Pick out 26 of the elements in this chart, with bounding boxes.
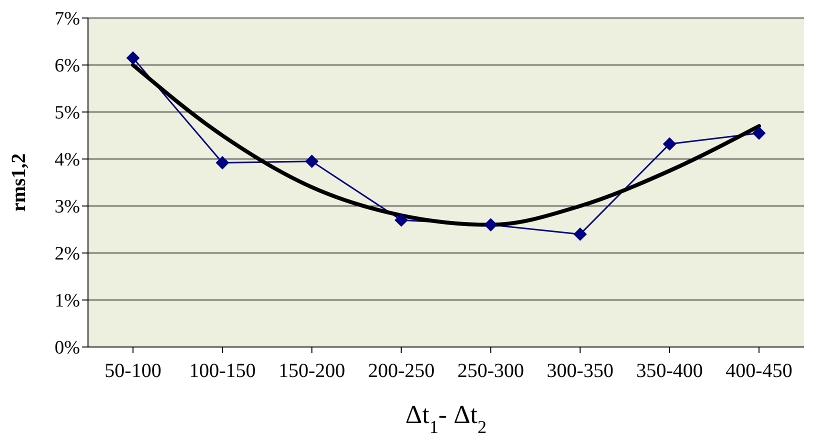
x-tick-label: 250-300 [457, 360, 524, 382]
point [574, 228, 587, 241]
point [126, 51, 140, 64]
x-tick-label: 350-400 [636, 360, 703, 382]
y-tick-label: 7% [54, 8, 80, 30]
x-tick-label: 50-100 [104, 360, 162, 382]
point [394, 214, 408, 227]
point [216, 156, 229, 170]
x-tick-label: 300-350 [546, 360, 614, 382]
point [484, 218, 498, 232]
y-tick-label: 2% [54, 244, 80, 265]
y-axis-title: rms1,2 [8, 153, 30, 212]
x-tick-label: 400-450 [726, 360, 792, 382]
x-tick-label: 200-250 [368, 360, 435, 382]
y-tick-label: 6% [54, 56, 80, 77]
y-tick-label: 4% [54, 150, 80, 171]
point [752, 126, 766, 140]
x-tick-label: 150-200 [278, 360, 346, 382]
point [663, 137, 676, 150]
x-axis-title: Δt$_{1}$- Δt$_{2}$ [405, 400, 487, 437]
y-tick-label: 5% [54, 102, 80, 124]
point [305, 154, 318, 168]
y-tick-label: 3% [54, 196, 80, 218]
x-tick-label: 100-150 [189, 360, 256, 382]
y-tick-label: 0% [54, 338, 80, 359]
y-tick-label: 1% [54, 290, 80, 312]
